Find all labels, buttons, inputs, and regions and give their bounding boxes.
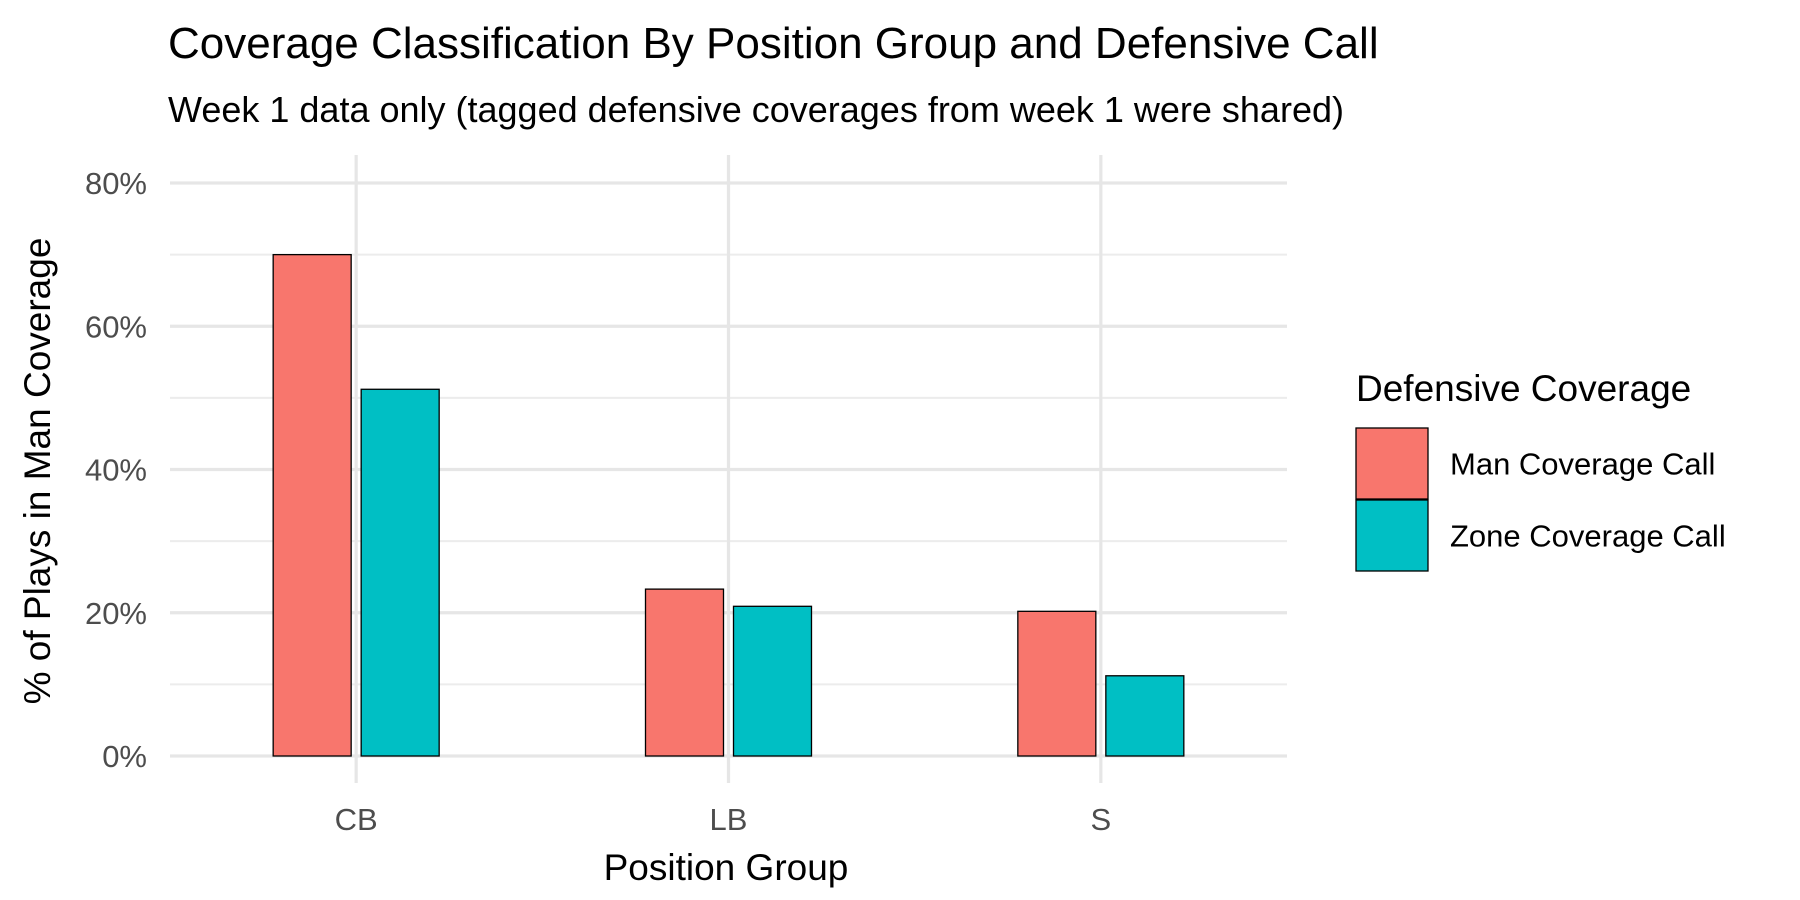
legend-key-zone-coverage-call (1355, 499, 1429, 572)
y-tick-label: 80% (85, 166, 147, 201)
y-tick-label: 40% (85, 453, 147, 488)
chart-subtitle: Week 1 data only (tagged defensive cover… (168, 89, 1344, 130)
x-axis-title: Position Group (604, 847, 849, 888)
x-tick-label-lb: LB (710, 802, 748, 837)
x-axis-ticks: CB LB S (335, 802, 1112, 837)
y-axis-title: % of Plays in Man Coverage (17, 238, 58, 705)
bar-s-man-coverage-call (1017, 610, 1097, 757)
legend-label-man-coverage-call: Man Coverage Call (1450, 447, 1715, 482)
legend-items: Man Coverage Call Zone Coverage Call (1355, 427, 1726, 572)
chart-title: Coverage Classification By Position Grou… (168, 19, 1379, 68)
y-tick-label: 60% (85, 309, 147, 344)
legend: Defensive Coverage Man Coverage Call Zone… (1355, 368, 1726, 572)
plot-bars (272, 253, 1185, 757)
legend-key-man-coverage-call (1355, 427, 1429, 500)
bar-cb-zone-coverage-call (360, 388, 440, 757)
y-axis-ticks: 0% 20% 40% 60% 80% (85, 166, 147, 774)
plot-grid (170, 155, 1287, 783)
y-tick-label: 20% (85, 596, 147, 631)
legend-title: Defensive Coverage (1356, 368, 1691, 409)
y-tick-label: 0% (102, 739, 147, 774)
x-tick-label-s: S (1090, 802, 1111, 837)
bar-lb-zone-coverage-call (732, 605, 813, 757)
bar-s-zone-coverage-call (1105, 675, 1185, 757)
legend-label-zone-coverage-call: Zone Coverage Call (1450, 519, 1726, 554)
x-tick-label-cb: CB (335, 802, 378, 837)
bar-cb-man-coverage-call (272, 253, 352, 757)
bar-lb-man-coverage-call (644, 588, 725, 757)
